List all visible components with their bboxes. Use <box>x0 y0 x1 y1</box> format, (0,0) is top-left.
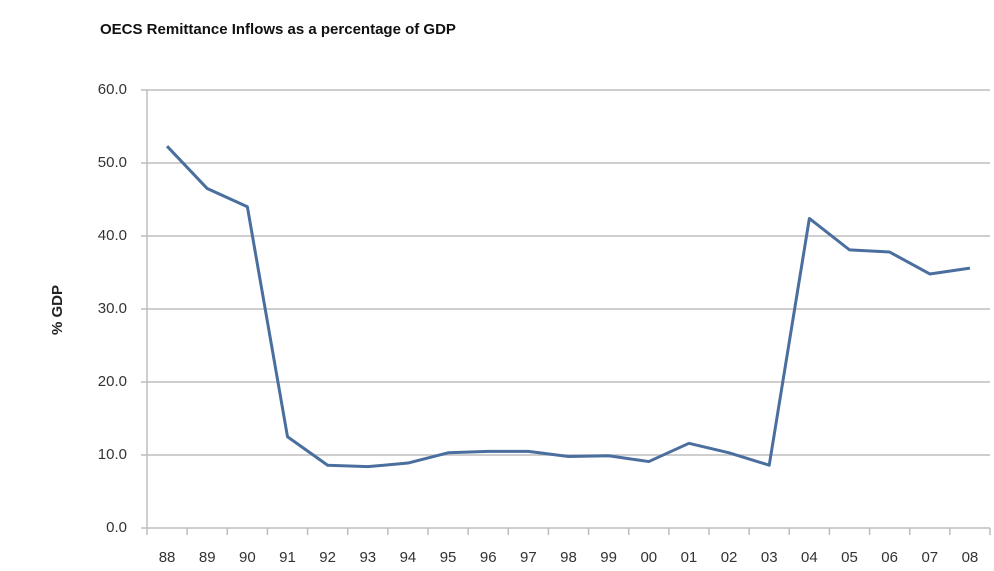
y-tick-label: 20.0 <box>98 373 127 390</box>
x-tick-label: 93 <box>359 549 376 566</box>
x-tick-label: 91 <box>279 549 296 566</box>
y-tick-label: 30.0 <box>98 300 127 317</box>
x-tick-label: 99 <box>600 549 617 566</box>
data-line <box>165 145 971 469</box>
x-tick-label: 03 <box>761 549 778 566</box>
x-tick-label: 98 <box>560 549 577 566</box>
x-tick-label: 02 <box>721 549 738 566</box>
x-tick-label: 01 <box>681 549 698 566</box>
x-tick-label: 94 <box>400 549 417 566</box>
x-tick-label: 04 <box>801 549 818 566</box>
x-tick-label: 07 <box>921 549 938 566</box>
y-tick-label: 60.0 <box>98 81 127 98</box>
x-tick-label: 89 <box>199 549 216 566</box>
y-tick-label: 0.0 <box>106 519 127 536</box>
x-tick-label: 08 <box>962 549 979 566</box>
y-tick-label: 40.0 <box>98 227 127 244</box>
x-tick-label: 88 <box>159 549 176 566</box>
x-tick-label: 00 <box>640 549 657 566</box>
y-tick-label: 10.0 <box>98 446 127 463</box>
y-axis-label: % GDP <box>49 285 66 335</box>
x-tick-label: 06 <box>881 549 898 566</box>
chart-title: OECS Remittance Inflows as a percentage … <box>100 21 456 38</box>
x-tick-label: 92 <box>319 549 336 566</box>
x-tick-label: 96 <box>480 549 497 566</box>
y-tick-label: 50.0 <box>98 154 127 171</box>
x-tick-label: 05 <box>841 549 858 566</box>
x-tick-label: 95 <box>440 549 457 566</box>
x-tick-label: 90 <box>239 549 256 566</box>
x-tick-label: 97 <box>520 549 537 566</box>
